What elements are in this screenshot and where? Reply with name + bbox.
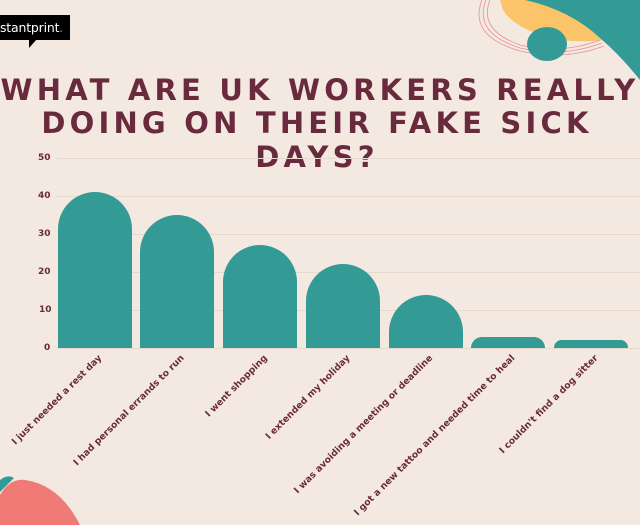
teal-circle-shape xyxy=(527,27,567,61)
x-axis-label: I was avoiding a meeting or deadline xyxy=(291,352,436,497)
x-axis-label: I just needed a rest day xyxy=(9,352,105,448)
y-tick-20: 20 xyxy=(38,267,51,277)
coral-blob-shape xyxy=(0,479,80,525)
gridline-30 xyxy=(57,234,640,235)
bar xyxy=(388,294,463,348)
yellow-blob-shape xyxy=(500,0,640,42)
y-tick-0: 0 xyxy=(44,343,51,353)
logo-dot: . xyxy=(59,20,64,35)
logo-speech-tail xyxy=(29,39,37,48)
y-tick-50: 50 xyxy=(38,153,51,163)
teal-sweep-shape xyxy=(525,0,640,80)
gridline-50 xyxy=(57,158,640,159)
brand-logo: stantprint. xyxy=(0,15,70,40)
bar xyxy=(553,340,628,348)
logo-text: stantprint xyxy=(0,20,60,35)
y-tick-40: 40 xyxy=(38,191,51,201)
bar xyxy=(57,192,132,348)
chart-title-line-1: WHAT ARE UK WORKERS REALLY xyxy=(0,73,640,107)
gridline-0 xyxy=(57,348,640,349)
y-tick-10: 10 xyxy=(39,305,52,315)
x-axis-label: I got a new tattoo and needed time to he… xyxy=(352,352,518,519)
x-axis-label: I couldn't find a dog sitter xyxy=(497,352,601,456)
chart-title-line-2: DOING ON THEIR FAKE SICK DAYS? xyxy=(41,106,593,174)
bar xyxy=(305,264,380,348)
x-axis-label: I went shopping xyxy=(203,352,270,420)
bar xyxy=(471,336,546,348)
bar xyxy=(140,215,215,348)
y-tick-30: 30 xyxy=(38,229,51,239)
gridline-40 xyxy=(57,196,640,197)
bar xyxy=(223,245,298,348)
x-axis-label: I extended my holiday xyxy=(263,352,353,442)
